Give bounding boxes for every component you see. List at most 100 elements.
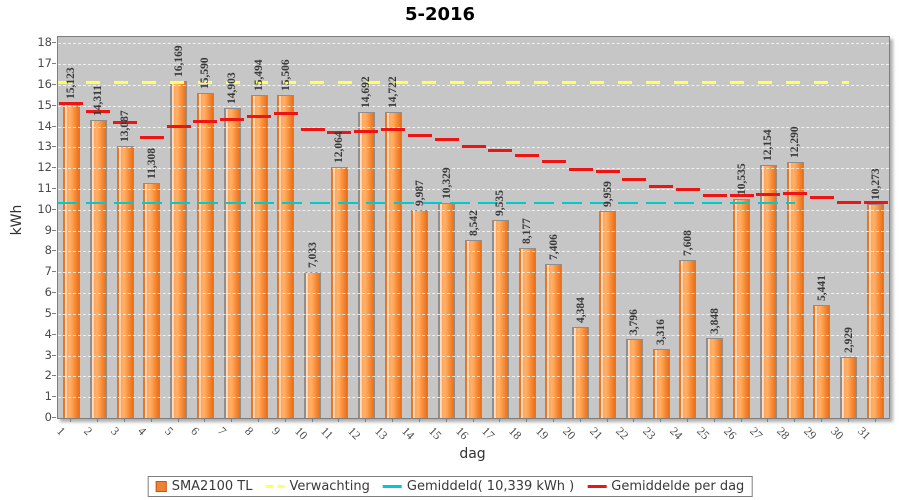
legend-label: Verwachting bbox=[289, 479, 370, 494]
bar-day-12[interactable] bbox=[357, 112, 375, 418]
y-tick-mark bbox=[52, 146, 56, 148]
legend-item-gemiddelde-per-dag[interactable]: Gemiddelde per dag bbox=[587, 479, 744, 494]
bar-day-16[interactable] bbox=[465, 240, 482, 418]
y-tick-label-3: 3 bbox=[44, 347, 52, 362]
bar-value-label: 8,177 bbox=[521, 217, 534, 244]
bar-day-20[interactable] bbox=[572, 326, 590, 418]
x-tick-mark bbox=[794, 419, 796, 422]
legend-label: Gemiddelde per dag bbox=[611, 479, 745, 494]
gridline-y-13 bbox=[58, 147, 889, 149]
bar-day-28[interactable] bbox=[786, 162, 804, 418]
x-tick-label-13: 13 bbox=[372, 424, 391, 443]
y-tick-mark bbox=[52, 104, 56, 106]
bar-day-6[interactable] bbox=[196, 93, 214, 418]
x-tick-label-21: 21 bbox=[586, 424, 606, 443]
bar-day-4[interactable] bbox=[143, 182, 161, 418]
x-tick-label-12: 12 bbox=[345, 424, 364, 443]
bar-value-label: 3,796 bbox=[628, 309, 641, 335]
bar-value-label: 9,987 bbox=[413, 180, 426, 207]
bar-value-label: 7,033 bbox=[306, 241, 319, 268]
y-tick-mark bbox=[52, 271, 56, 273]
x-tick-label-5: 5 bbox=[161, 424, 176, 439]
x-tick-mark bbox=[70, 419, 72, 422]
gridline-y-14 bbox=[58, 126, 889, 128]
bar-day-22[interactable] bbox=[625, 338, 643, 418]
y-tick-label-16: 16 bbox=[37, 76, 52, 91]
gridline-y-9 bbox=[58, 230, 889, 232]
bar-day-27[interactable] bbox=[759, 164, 777, 418]
bar-day-3[interactable] bbox=[116, 145, 134, 418]
bar-day-25[interactable] bbox=[706, 337, 724, 418]
avg-per-day-segment-20 bbox=[568, 168, 593, 172]
avg-per-day-segment-23 bbox=[649, 185, 674, 189]
bar-value-label: 7,608 bbox=[681, 229, 694, 256]
bar-day-30[interactable] bbox=[840, 357, 858, 418]
x-tick-label-27: 27 bbox=[747, 424, 766, 443]
legend-label: Gemiddeld( 10,339 kWh ) bbox=[406, 479, 575, 494]
x-tick-label-20: 20 bbox=[559, 424, 579, 443]
gridline-y-1 bbox=[58, 397, 889, 399]
bar-day-26[interactable] bbox=[733, 198, 751, 418]
x-tick-label-1: 1 bbox=[54, 424, 69, 439]
bar-day-15[interactable] bbox=[438, 202, 456, 418]
gridline-y-7 bbox=[58, 272, 889, 274]
bar-value-label: 7,406 bbox=[547, 233, 560, 260]
y-tick-label-1: 1 bbox=[44, 389, 52, 404]
bar-day-13[interactable] bbox=[384, 111, 402, 418]
bar-day-29[interactable] bbox=[813, 304, 831, 418]
avg-per-day-segment-29 bbox=[809, 195, 834, 199]
dashed-line-icon bbox=[382, 485, 402, 488]
bar-day-17[interactable] bbox=[491, 219, 509, 418]
x-tick-label-26: 26 bbox=[720, 424, 740, 443]
y-tick-label-6: 6 bbox=[44, 285, 52, 300]
y-tick-label-17: 17 bbox=[37, 56, 52, 71]
bar-day-10[interactable] bbox=[304, 271, 322, 418]
y-tick-mark bbox=[52, 83, 56, 85]
bar-day-5[interactable] bbox=[170, 81, 188, 418]
bar-day-8[interactable] bbox=[250, 95, 268, 418]
bar-day-18[interactable] bbox=[518, 247, 536, 418]
x-tick-label-24: 24 bbox=[667, 424, 686, 443]
plot-area: 15,123 14,311 13,087 11,308 16,169 15,590 14,9… bbox=[57, 36, 890, 419]
bar-value-label: 11,308 bbox=[145, 147, 158, 179]
bar-day-24[interactable] bbox=[679, 259, 697, 418]
dashed-line-icon bbox=[265, 485, 285, 488]
y-tick-label-5: 5 bbox=[44, 305, 52, 320]
x-tick-mark bbox=[847, 419, 849, 422]
bar-value-label: 15,123 bbox=[65, 67, 78, 100]
legend-item-gemiddeld[interactable]: Gemiddeld( 10,339 kWh ) bbox=[382, 479, 575, 494]
bar-day-23[interactable] bbox=[652, 348, 670, 418]
y-tick-mark bbox=[52, 229, 56, 231]
x-tick-label-22: 22 bbox=[613, 424, 632, 443]
x-tick-label-30: 30 bbox=[827, 424, 847, 443]
bar-value-label: 8,542 bbox=[467, 210, 480, 237]
avg-per-day-segment-8 bbox=[247, 114, 272, 118]
bar-day-31[interactable] bbox=[867, 204, 885, 418]
gridline-y-16 bbox=[58, 84, 889, 86]
bar-value-label: 2,929 bbox=[842, 327, 855, 354]
avg-per-day-segment-14 bbox=[407, 133, 432, 137]
bar-day-2[interactable] bbox=[89, 120, 107, 418]
y-tick-mark bbox=[52, 312, 56, 314]
chart-title: 5-2016 bbox=[404, 4, 476, 25]
bar-value-label: 14,903 bbox=[226, 72, 239, 104]
bar-value-label: 10,535 bbox=[735, 163, 748, 195]
gridline-y-18 bbox=[58, 43, 889, 45]
bar-day-7[interactable] bbox=[223, 107, 241, 418]
legend-item-sma2100-tl[interactable]: SMA2100 TL bbox=[155, 479, 252, 494]
avg-per-day-segment-12 bbox=[354, 129, 379, 133]
avg-per-day-segment-30 bbox=[836, 201, 861, 205]
bar-day-9[interactable] bbox=[277, 95, 295, 418]
bar-day-19[interactable] bbox=[545, 263, 563, 418]
x-tick-mark bbox=[338, 419, 340, 422]
y-tick-label-14: 14 bbox=[37, 118, 52, 133]
x-tick-mark bbox=[686, 419, 688, 422]
avg-per-day-segment-19 bbox=[541, 160, 566, 164]
bar-value-label: 10,273 bbox=[869, 168, 882, 201]
bar-day-11[interactable] bbox=[330, 166, 348, 418]
y-tick-label-7: 7 bbox=[44, 264, 52, 279]
bar-day-1[interactable] bbox=[62, 103, 80, 418]
gemiddeld-line bbox=[58, 201, 795, 204]
legend-item-verwachting[interactable]: Verwachting bbox=[265, 479, 370, 494]
x-tick-mark bbox=[472, 419, 474, 422]
